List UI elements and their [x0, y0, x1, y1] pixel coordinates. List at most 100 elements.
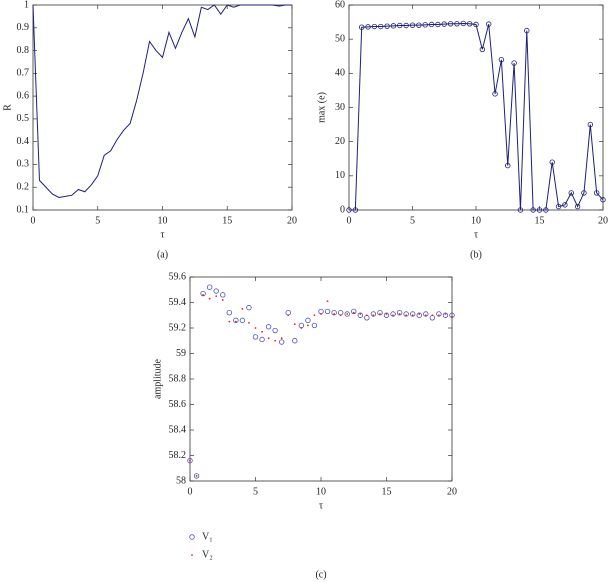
- marker: [274, 339, 277, 342]
- x-tick-label: 10: [158, 215, 168, 226]
- line: [32, 4, 292, 198]
- x-tick-label: 20: [447, 486, 457, 497]
- marker: [365, 314, 368, 317]
- marker: [228, 320, 231, 323]
- marker: [298, 322, 305, 329]
- marker: [287, 314, 290, 317]
- marker: [378, 23, 384, 30]
- x-tick-label: 10: [471, 215, 481, 226]
- y-tick-label: 59.6: [169, 271, 187, 282]
- subplot: 0 5 10 15 20 58 58.2 58.4 58.6 58.8 59 59.2 59.4 59.6…: [152, 271, 457, 580]
- y-tick-label: 0.8: [17, 45, 30, 56]
- y-tick-label: 59.2: [169, 322, 187, 333]
- y-tick-label: 40: [335, 68, 345, 79]
- marker: [311, 322, 318, 329]
- marker: [549, 159, 555, 165]
- marker: [206, 284, 213, 290]
- line: [349, 22, 604, 211]
- marker: [346, 313, 349, 315]
- marker: [390, 311, 396, 317]
- marker: [233, 317, 239, 324]
- marker: [390, 23, 397, 29]
- axes-frame: [348, 4, 604, 211]
- marker: [555, 203, 562, 210]
- marker: [359, 24, 365, 30]
- subplot: 0 5 10 15 20 0 10 20 30 40 50 60 τ max (e) (b): [316, 0, 608, 260]
- marker: [385, 313, 388, 315]
- marker: [422, 22, 428, 28]
- x-tick-label: 5: [253, 486, 258, 497]
- legend-label: V₁: [202, 531, 213, 542]
- marker: [333, 313, 335, 315]
- marker: [246, 304, 252, 311]
- marker: [189, 459, 191, 462]
- subplot: 0 5 10 15 20 0.1 0.2 0.3 0.4 0.5 0.6 0.7 0.8 0.9 1 τ R (a…: [2, 0, 297, 260]
- marker: [352, 311, 355, 314]
- marker: [265, 324, 272, 330]
- marker: [213, 288, 219, 294]
- marker: [428, 21, 435, 28]
- marker: [280, 337, 283, 340]
- marker: [208, 297, 211, 300]
- x-tick-label: 5: [410, 215, 415, 226]
- marker: [272, 327, 278, 334]
- subplot-caption: (b): [470, 249, 482, 260]
- y-tick-label: 58.2: [169, 450, 187, 461]
- marker: [285, 310, 291, 316]
- marker: [187, 457, 193, 464]
- x-tick-label: 20: [287, 215, 297, 226]
- marker: [505, 162, 511, 169]
- marker: [318, 308, 324, 315]
- marker: [424, 314, 427, 317]
- marker: [562, 202, 568, 208]
- marker: [344, 311, 350, 317]
- subplot-caption: (c): [315, 569, 326, 580]
- marker: [313, 314, 316, 317]
- marker: [351, 308, 357, 315]
- y-tick-label: 0.3: [17, 159, 30, 170]
- y-tick-label: 59: [176, 348, 186, 359]
- marker: [438, 314, 440, 317]
- marker: [200, 290, 206, 297]
- marker: [357, 312, 363, 318]
- y-tick-label: 10: [335, 170, 345, 181]
- marker: [435, 21, 441, 28]
- axes-frame: [189, 276, 453, 482]
- x-axis-label: τ: [319, 500, 323, 511]
- marker: [486, 21, 492, 27]
- marker: [320, 313, 322, 315]
- marker: [261, 330, 263, 333]
- marker: [410, 311, 416, 317]
- y-tick-label: 0.7: [17, 68, 30, 79]
- marker: [411, 314, 414, 317]
- subplot-caption: (a): [157, 249, 168, 260]
- marker: [423, 311, 429, 317]
- marker: [352, 207, 359, 213]
- marker: [473, 21, 479, 28]
- marker: [593, 190, 600, 196]
- marker: [372, 314, 375, 317]
- x-tick-label: 0: [31, 215, 36, 226]
- marker: [226, 310, 232, 316]
- marker: [326, 300, 329, 303]
- marker: [252, 334, 259, 340]
- x-tick-label: 15: [535, 215, 545, 226]
- marker: [305, 317, 311, 324]
- marker: [403, 22, 409, 29]
- x-axis-label: τ: [474, 229, 478, 240]
- marker: [409, 22, 416, 28]
- marker: [239, 317, 246, 324]
- y-tick-label: 0.5: [17, 113, 30, 124]
- marker: [451, 315, 453, 318]
- marker: [536, 207, 543, 213]
- x-tick-label: 15: [382, 486, 392, 497]
- marker: [436, 311, 442, 317]
- y-tick-label: 58.4: [169, 424, 187, 435]
- marker: [568, 190, 574, 196]
- y-tick-label: 59.4: [169, 297, 187, 308]
- marker: [581, 190, 587, 196]
- x-tick-label: 20: [598, 215, 608, 226]
- marker: [524, 27, 530, 34]
- marker: [248, 322, 250, 324]
- marker: [517, 207, 524, 213]
